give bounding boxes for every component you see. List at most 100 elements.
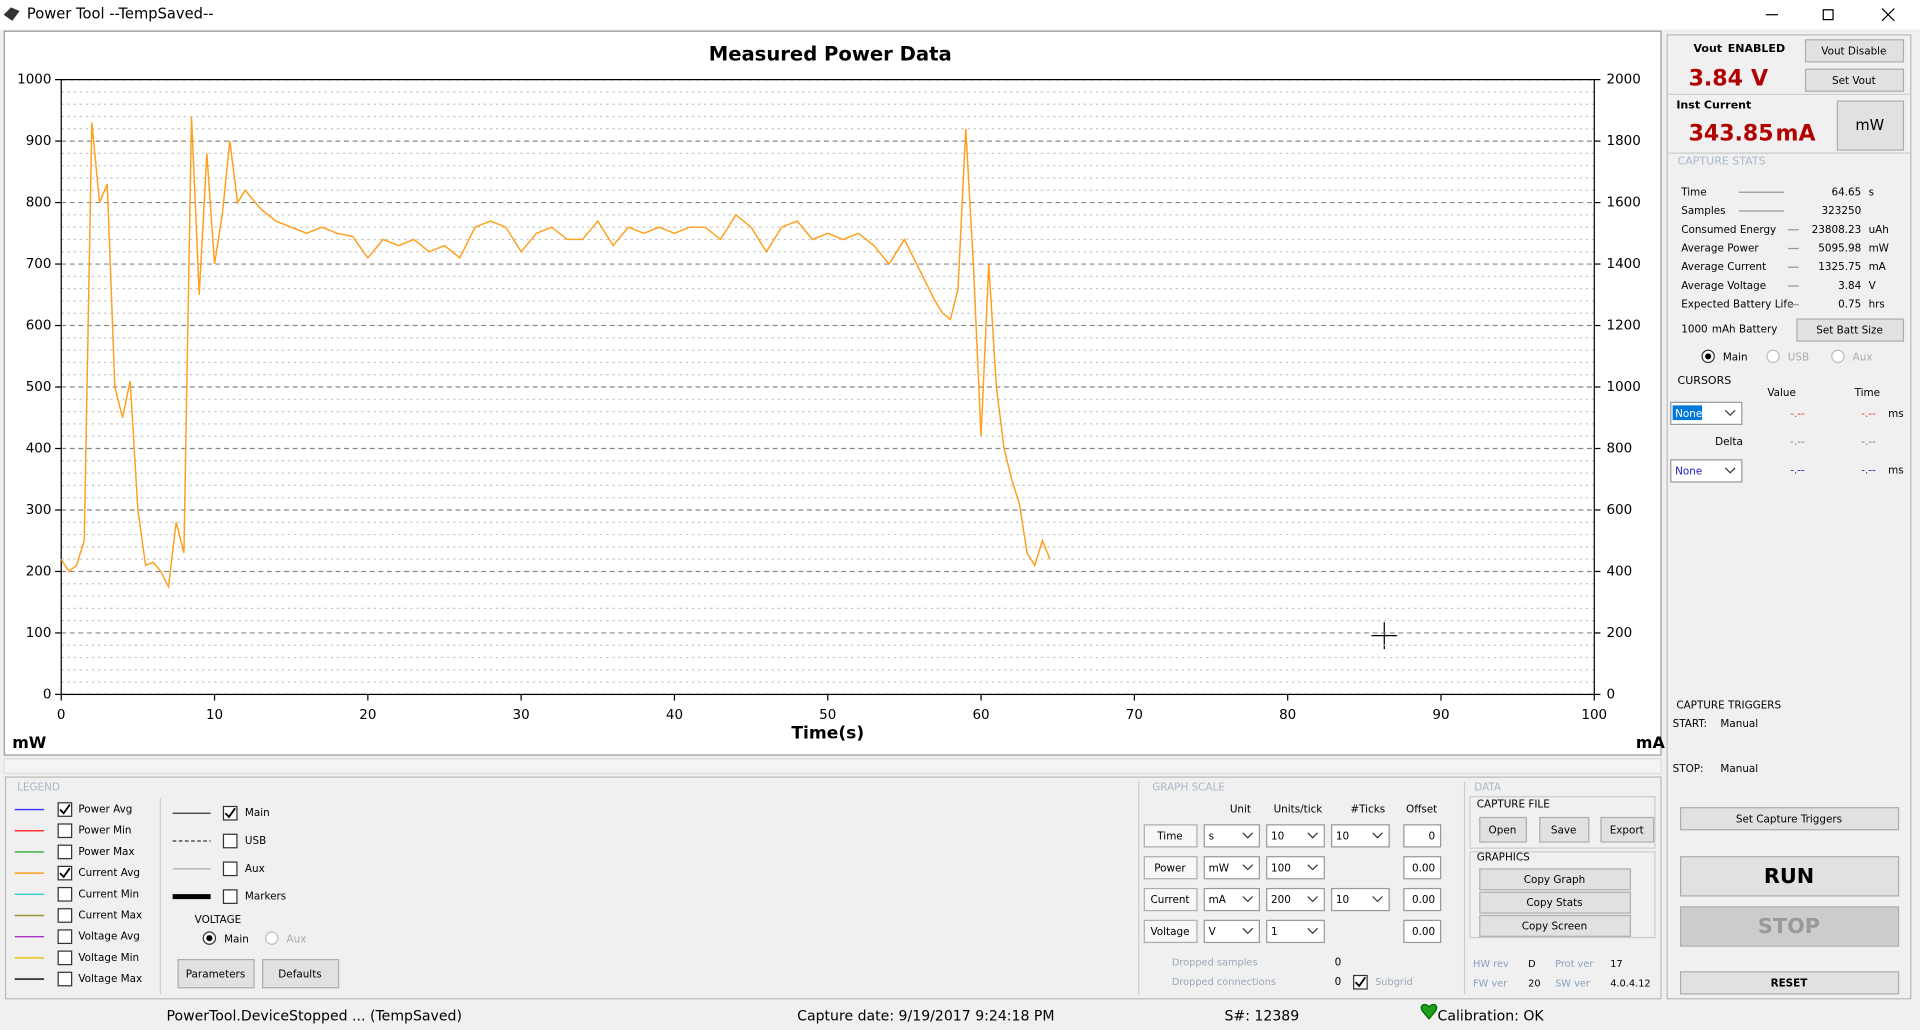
radio-dot [206,935,213,942]
checkbox[interactable] [222,833,238,849]
label: -.-- [1790,436,1805,448]
checkbox[interactable] [57,844,73,860]
button[interactable] [1143,824,1198,848]
checkbox[interactable] [222,861,238,877]
label: ms [1888,408,1904,420]
label: 4.0.4.12 [1610,978,1650,989]
label: 0 [1428,830,1435,842]
x-tick-label: 100 [1581,707,1607,723]
button[interactable] [1680,971,1900,995]
y2-tick-label: 0 [1607,686,1616,702]
button[interactable] [1479,914,1632,937]
button[interactable] [1680,856,1900,897]
graph-frame [3,30,1662,756]
button[interactable] [1680,906,1900,947]
text-box[interactable] [1403,919,1442,944]
label: -.-- [1861,436,1876,448]
label: CURSORS [1678,374,1732,387]
dropdown[interactable] [1670,459,1743,483]
label: Voltage Avg [78,931,140,943]
button[interactable] [1680,807,1900,831]
checkbox[interactable] [57,886,73,902]
button[interactable] [177,958,255,989]
checkbox[interactable] [57,971,73,987]
button[interactable] [262,958,340,989]
dropdown[interactable] [1331,887,1390,912]
dropdown[interactable] [1203,887,1260,912]
label: None [1675,466,1702,478]
radio-button[interactable] [1766,349,1780,364]
restore-button[interactable] [1822,9,1834,21]
label: mA [1869,261,1887,273]
text-box[interactable] [1403,887,1442,912]
label: Capture date: 9/19/2017 9:24:18 PM [797,1009,1054,1025]
label: Delta [1715,436,1743,448]
label: -.-- [1790,408,1805,420]
label: 10 [1271,830,1284,842]
label: -.-- [1861,464,1876,476]
label: mAh Battery [1712,323,1778,335]
label: mW [1209,862,1229,874]
button[interactable] [1143,887,1198,912]
dropdown[interactable] [1266,824,1325,848]
dropdown[interactable] [1203,919,1260,944]
label: 0.00 [1412,862,1435,874]
close-button[interactable] [1881,8,1895,22]
y2-tick-label: 2000 [1607,72,1641,88]
checkbox[interactable] [57,908,73,923]
button[interactable] [1539,816,1590,843]
label: SW ver [1555,978,1591,989]
checkbox[interactable] [57,950,73,966]
button[interactable] [1479,868,1632,891]
label: Samples [1681,205,1725,217]
button[interactable] [1804,68,1905,92]
button-label: Copy Screen [1522,921,1587,933]
h-scrollbar[interactable] [3,758,1662,775]
button[interactable] [1796,318,1905,342]
dropdown[interactable] [1203,824,1260,848]
label: 323250 [1822,205,1862,217]
button[interactable] [1143,919,1198,944]
y-tick-label: 600 [26,318,52,334]
text-box[interactable] [1403,824,1442,848]
label: Dropped connections [1172,977,1276,988]
label: PowerTool.DeviceStopped ... (TempSaved) [167,1009,462,1025]
title-bar [0,0,1920,30]
label: CAPTURE STATS [1678,155,1766,168]
text-box[interactable] [1403,856,1442,880]
dropdown[interactable] [1266,887,1325,912]
label: 20 [1528,978,1540,989]
dropdown[interactable] [1266,919,1325,944]
button[interactable] [1804,39,1905,63]
label: Expected Battery Life [1681,299,1793,311]
dropdown[interactable] [1266,856,1325,880]
label: Average Voltage [1681,280,1766,292]
button[interactable] [1836,100,1905,151]
checkbox[interactable] [57,823,73,839]
checkbox[interactable] [57,929,73,945]
label: V [1869,280,1877,292]
label: LEGEND [17,782,60,794]
label: FW ver [1473,978,1508,989]
label: Voltage Min [78,952,139,964]
label: Average Current [1681,261,1766,273]
dropdown-arrow [1372,896,1383,903]
x-tick-label: 80 [1279,707,1296,723]
label: CAPTURE FILE [1477,799,1550,811]
button[interactable] [1479,816,1527,843]
radio-button[interactable] [1831,349,1845,364]
y2-tick-label: 1600 [1607,195,1641,211]
button[interactable] [1143,856,1198,880]
checkbox[interactable] [222,889,238,904]
x-tick-label: 10 [206,707,223,723]
label: V [1751,67,1768,92]
dropdown-arrow [1242,896,1254,903]
label: GRAPHICS [1477,851,1530,863]
button[interactable] [1600,816,1655,843]
radio-button[interactable] [265,931,279,945]
dropdown[interactable] [1331,824,1390,848]
label: DATA [1474,782,1502,794]
dropdown[interactable] [1203,856,1260,880]
button[interactable] [1479,891,1632,914]
